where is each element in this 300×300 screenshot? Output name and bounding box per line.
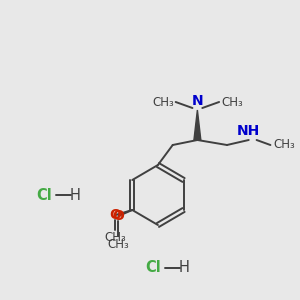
Text: N: N (192, 94, 203, 108)
Text: Cl: Cl (145, 260, 161, 275)
Text: methoxy_ch3: methoxy_ch3 (116, 227, 125, 229)
Text: O: O (110, 208, 122, 222)
Text: CH₃: CH₃ (108, 238, 129, 251)
Text: CH₃: CH₃ (152, 95, 174, 109)
Text: CH₃: CH₃ (105, 231, 126, 244)
Text: Cl: Cl (37, 188, 52, 202)
Text: CH₃: CH₃ (221, 95, 243, 109)
Text: H: H (70, 188, 80, 202)
Text: H: H (178, 260, 189, 275)
Text: CH₃: CH₃ (273, 139, 295, 152)
Polygon shape (194, 110, 201, 140)
Text: O: O (112, 209, 124, 223)
Text: NH: NH (237, 124, 260, 138)
